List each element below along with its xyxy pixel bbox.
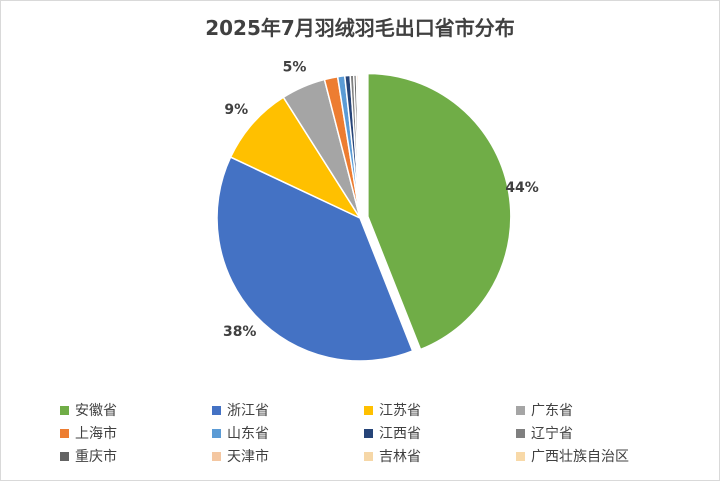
legend-swatch	[516, 451, 525, 461]
legend-item-9: 重庆市	[60, 445, 117, 467]
pie-chart: 44% 38% 9% 5%	[216, 60, 539, 362]
legend-swatch	[364, 405, 373, 415]
legend-swatch	[60, 428, 69, 438]
pie-slice-1	[367, 72, 512, 351]
legend-item-10: 天津市	[212, 445, 269, 467]
legend-item-3: 江苏省	[364, 399, 421, 421]
legend-item-7: 江西省	[364, 422, 421, 444]
legend-label: 江西省	[379, 426, 421, 442]
chart-title: 2025年7月羽绒羽毛出口省市分布	[205, 16, 515, 40]
legend-label: 吉林省	[379, 449, 421, 465]
pie-slice-3	[229, 96, 363, 220]
legend-item-11: 吉林省	[364, 445, 421, 467]
legend-label: 重庆市	[75, 449, 117, 465]
legend-item-12: 广西壮族自治区	[516, 445, 629, 467]
legend-swatch	[60, 405, 69, 415]
data-label-2: 38%	[223, 324, 257, 340]
pie-slice-2	[216, 156, 414, 362]
data-label-3: 9%	[224, 102, 248, 118]
legend-swatch	[60, 451, 69, 461]
legend-swatch	[516, 428, 525, 438]
legend-swatch	[212, 451, 221, 461]
legend-item-8: 辽宁省	[516, 422, 573, 444]
legend-item-5: 上海市	[60, 422, 117, 444]
legend-swatch	[212, 428, 221, 438]
legend-item-4: 广东省	[516, 399, 573, 421]
pie-slice-12	[358, 74, 361, 219]
legend-item-1: 安徽省	[60, 399, 117, 421]
data-label-4: 5%	[283, 60, 307, 76]
legend-item-2: 浙江省	[212, 399, 269, 421]
legend-label: 天津市	[227, 449, 269, 465]
legend-label: 广东省	[531, 403, 573, 419]
legend-label: 上海市	[75, 426, 117, 442]
data-label-1: 44%	[505, 180, 539, 196]
legend-swatch	[364, 428, 373, 438]
legend-swatch	[212, 405, 221, 415]
legend-label: 山东省	[227, 426, 269, 442]
legend-swatch	[516, 405, 525, 415]
legend-label: 辽宁省	[531, 426, 573, 442]
legend-label: 浙江省	[227, 403, 269, 419]
legend-swatch	[364, 451, 373, 461]
legend-label: 广西壮族自治区	[531, 449, 629, 465]
legend-label: 安徽省	[75, 403, 117, 419]
legend-item-6: 山东省	[212, 422, 269, 444]
legend-label: 江苏省	[379, 403, 421, 419]
